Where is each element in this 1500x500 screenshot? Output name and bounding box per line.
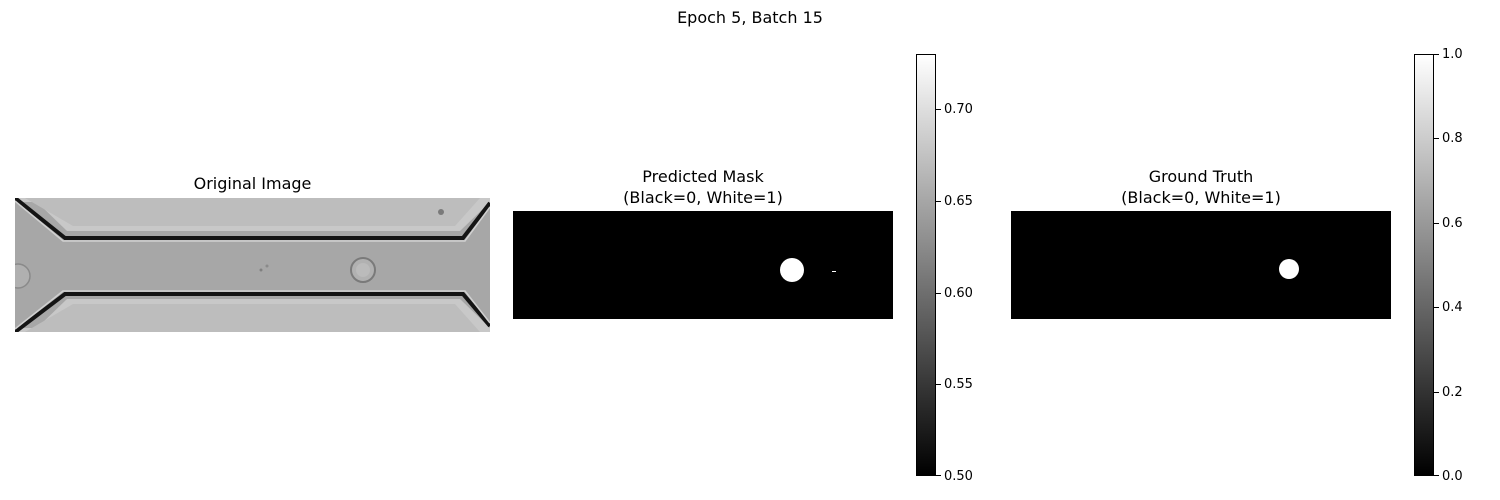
colorbar-tick bbox=[1434, 307, 1439, 308]
colorbar-tick bbox=[1434, 223, 1439, 224]
colorbar-tick bbox=[1434, 392, 1439, 393]
predicted-mask-title: Predicted Mask (Black=0, White=1) bbox=[623, 167, 783, 207]
colorbar-tick bbox=[1434, 54, 1439, 55]
colorbar-tick bbox=[936, 201, 941, 202]
colorbar-tick-label: 0.70 bbox=[944, 102, 973, 117]
colorbar-tick-label: 0.50 bbox=[944, 469, 973, 484]
predicted-colorbar bbox=[916, 54, 936, 476]
original-image bbox=[15, 198, 490, 332]
colorbar-tick bbox=[1434, 138, 1439, 139]
colorbar-tick-label: 0.2 bbox=[1442, 385, 1463, 400]
colorbar-tick bbox=[936, 109, 941, 110]
colorbar-tick-label: 0.6 bbox=[1442, 216, 1463, 231]
colorbar-tick-label: 0.60 bbox=[944, 286, 973, 301]
colorbar-tick bbox=[936, 293, 941, 294]
colorbar-tick-label: 0.0 bbox=[1442, 469, 1463, 484]
colorbar-tick-label: 1.0 bbox=[1442, 47, 1463, 62]
colorbar-tick-label: 0.4 bbox=[1442, 300, 1463, 315]
predicted-mask-image bbox=[513, 211, 893, 319]
ground-truth-colorbar bbox=[1414, 54, 1434, 476]
colorbar-tick-label: 0.65 bbox=[944, 194, 973, 209]
ground-truth-image bbox=[1011, 211, 1391, 319]
original-image-title: Original Image bbox=[193, 174, 312, 193]
colorbar-tick bbox=[1434, 475, 1439, 476]
figure-title: Epoch 5, Batch 15 bbox=[677, 8, 823, 27]
ground-truth-title: Ground Truth (Black=0, White=1) bbox=[1121, 167, 1281, 207]
colorbar-tick bbox=[936, 475, 941, 476]
colorbar-tick-label: 0.55 bbox=[944, 377, 973, 392]
colorbar-tick-label: 0.8 bbox=[1442, 131, 1463, 146]
colorbar-tick bbox=[936, 384, 941, 385]
